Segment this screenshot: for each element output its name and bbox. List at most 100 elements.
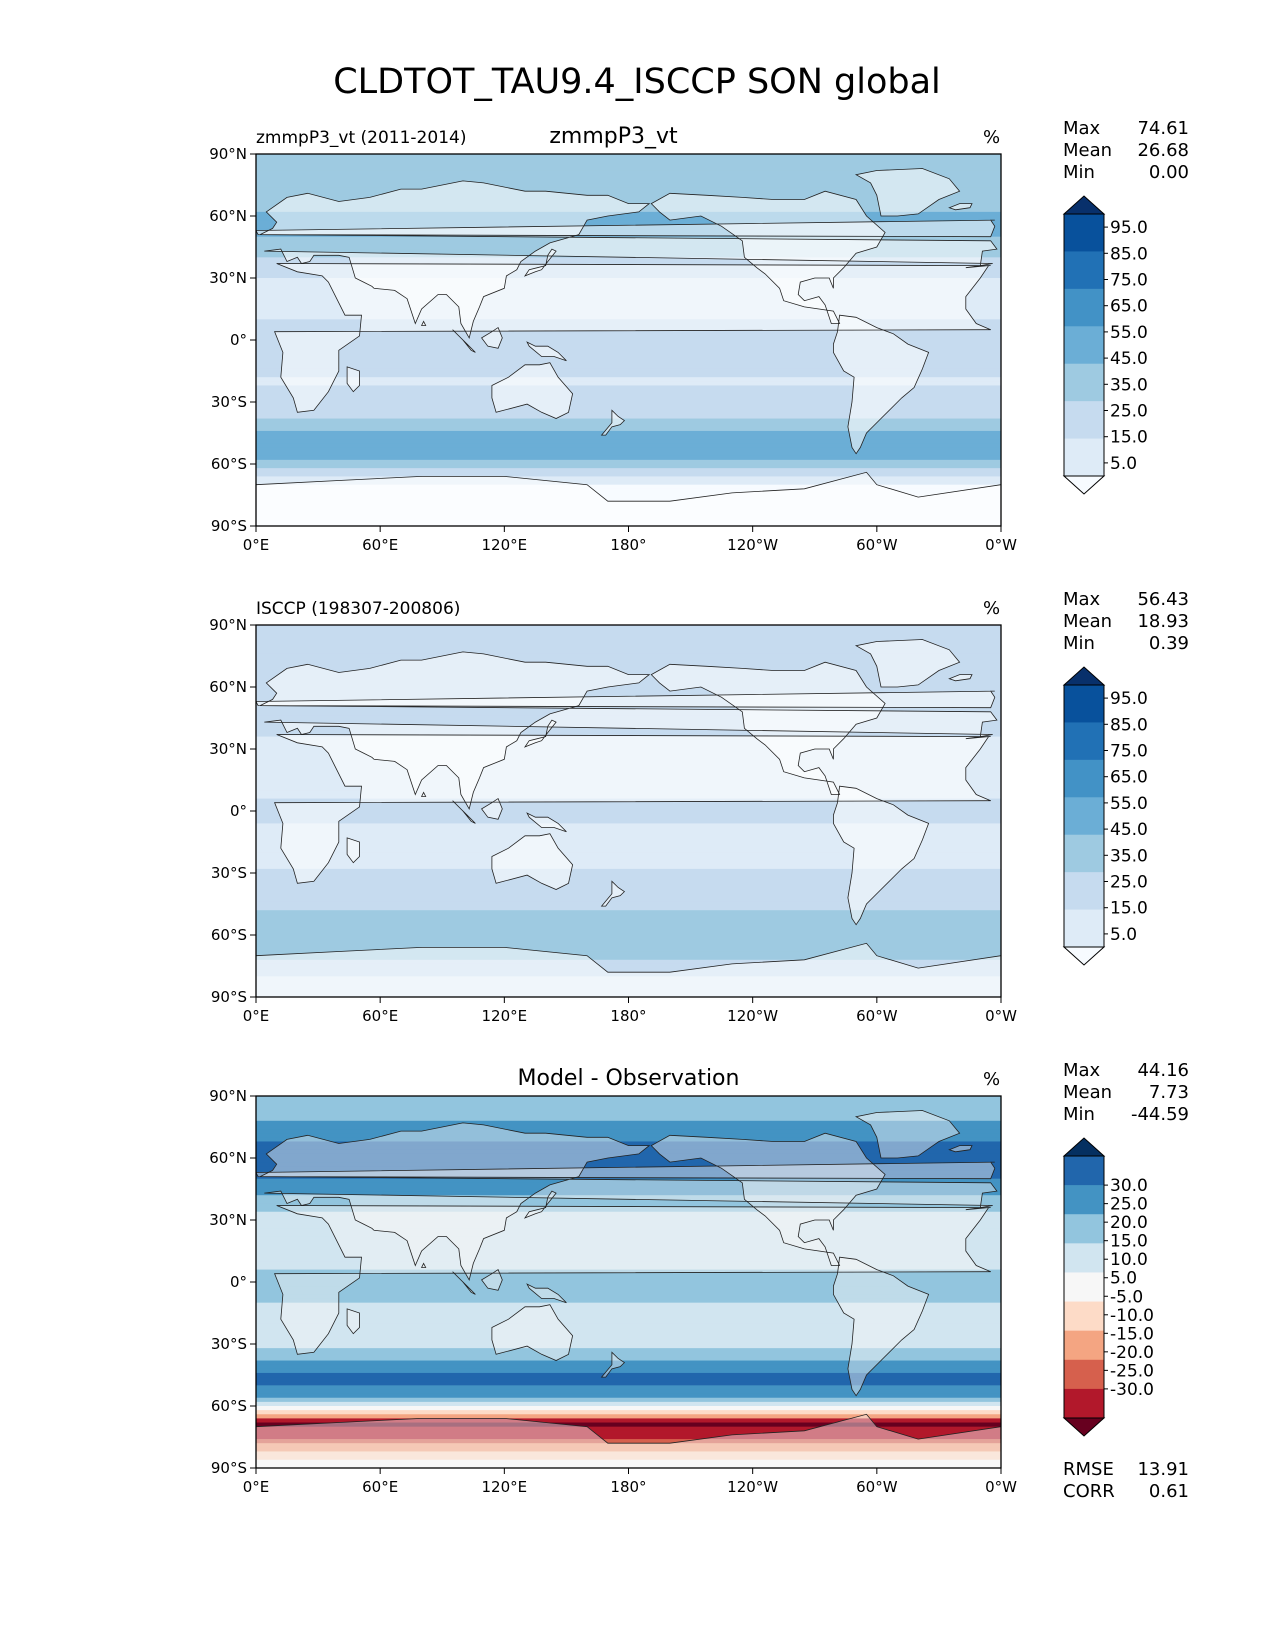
- land-fill: [833, 1257, 929, 1396]
- panels: zmmpP3_vt (2011-2014) zmmpP3_vt % 0°E 60°E 12…: [209, 118, 1189, 1502]
- field: [256, 1096, 1001, 1468]
- colorbar-bin: [1064, 401, 1104, 440]
- stat-label-max: Max: [1063, 1060, 1101, 1081]
- colorbar-extend-min: [1062, 1417, 1106, 1437]
- colorbar-tick-label: 85.0: [1110, 244, 1148, 264]
- coastline: [481, 797, 503, 820]
- coastline: [420, 1262, 427, 1268]
- land-fill: [274, 1205, 991, 1355]
- field-band: [256, 1207, 1001, 1213]
- stat-value-min: -44.59: [1131, 1104, 1189, 1125]
- field-band: [256, 1240, 1001, 1246]
- land-fill: [481, 327, 503, 349]
- coastline: [452, 1271, 476, 1295]
- field-band: [256, 211, 1001, 217]
- field-band: [256, 1215, 1001, 1221]
- field-band: [256, 459, 1001, 465]
- field-band: [256, 216, 1001, 221]
- field-band: [256, 901, 1001, 907]
- field-band: [256, 897, 1001, 903]
- field-band: [256, 815, 1001, 820]
- y-tick-label: 60°S: [211, 1397, 247, 1415]
- y-tick-label: 60°N: [209, 207, 247, 225]
- coastline: [274, 263, 991, 413]
- colorbar-bin: [1064, 438, 1104, 477]
- field-band: [256, 687, 1001, 692]
- field-band: [256, 1277, 1001, 1283]
- coastline: [526, 812, 567, 833]
- stat-label-max: Max: [1063, 118, 1101, 139]
- field-band: [256, 1108, 1001, 1114]
- field-band: [256, 497, 1001, 502]
- page-title: CLDTOT_TAU9.4_ISCCP SON global: [333, 62, 941, 102]
- land-fill: [601, 881, 625, 907]
- coastline: [491, 833, 574, 890]
- field-band: [256, 464, 1001, 469]
- x-tick-label: 0°E: [243, 536, 270, 554]
- x-tick-label: 60°E: [362, 1478, 398, 1496]
- field-band: [256, 1393, 1001, 1399]
- coastline: [256, 1161, 996, 1180]
- colorbar-bin: [1064, 251, 1104, 290]
- land-fill: [856, 1110, 960, 1158]
- field-band: [256, 402, 1001, 407]
- coastline: [600, 409, 626, 436]
- coastline: [481, 1268, 503, 1291]
- stat-value-max: 74.61: [1137, 118, 1189, 139]
- field-band: [256, 451, 1001, 457]
- colorbar-bin: [1064, 1359, 1104, 1390]
- colorbar-frame: [1063, 1155, 1105, 1419]
- field-band: [256, 1273, 1001, 1279]
- field-band: [256, 166, 1001, 172]
- coastline: [256, 219, 996, 238]
- field-band: [256, 662, 1001, 667]
- field-band: [256, 480, 1001, 486]
- colorbar-bin: [1064, 1388, 1104, 1419]
- field-band: [256, 1290, 1001, 1295]
- land-fill: [421, 321, 426, 326]
- colorbar-bin: [1064, 722, 1104, 761]
- field-band: [256, 1269, 1001, 1275]
- field-band: [256, 1096, 1001, 1101]
- field-band: [256, 1356, 1001, 1362]
- coastline: [256, 942, 1001, 997]
- field-band: [256, 889, 1001, 895]
- y-tick-label: 0°: [230, 331, 247, 349]
- x-tick-label: 60°W: [856, 1007, 898, 1025]
- field-band: [256, 852, 1001, 858]
- field-band: [256, 1463, 1001, 1468]
- field-band: [256, 1100, 1001, 1105]
- field-band: [256, 1377, 1001, 1382]
- colorbar-tick-label: 75.0: [1110, 271, 1148, 291]
- field-band: [256, 1368, 1001, 1374]
- field-band: [256, 670, 1001, 676]
- stat-value-max: 56.43: [1137, 589, 1189, 610]
- field-band: [256, 1228, 1001, 1233]
- y-tick-label: 0°: [230, 1273, 247, 1291]
- field-band: [256, 645, 1001, 651]
- land-fill: [601, 410, 625, 436]
- field-band: [256, 1302, 1001, 1308]
- x-tick-label: 0°W: [985, 1007, 1017, 1025]
- field-band: [256, 658, 1001, 663]
- colorbar-bin: [1064, 909, 1104, 948]
- field-band: [256, 1352, 1001, 1357]
- field-band: [256, 1443, 1001, 1448]
- field-band: [256, 893, 1001, 899]
- stat-value-mean: 26.68: [1137, 140, 1189, 161]
- colorbar-tick-label: 15.0: [1110, 1232, 1148, 1252]
- field-band: [256, 959, 1001, 965]
- y-tick-label: 30°N: [209, 740, 247, 758]
- field-band: [256, 1129, 1001, 1134]
- field-band: [256, 1418, 1001, 1424]
- land-fill: [601, 1352, 625, 1378]
- field-band: [256, 831, 1001, 837]
- colorbar-bin: [1064, 685, 1104, 723]
- y-tick-label: 60°S: [211, 455, 247, 473]
- field-band: [256, 154, 1001, 159]
- field-band: [256, 633, 1001, 638]
- colorbar-frame: [1063, 213, 1105, 477]
- coastline: [346, 1308, 360, 1335]
- field-band: [256, 410, 1001, 415]
